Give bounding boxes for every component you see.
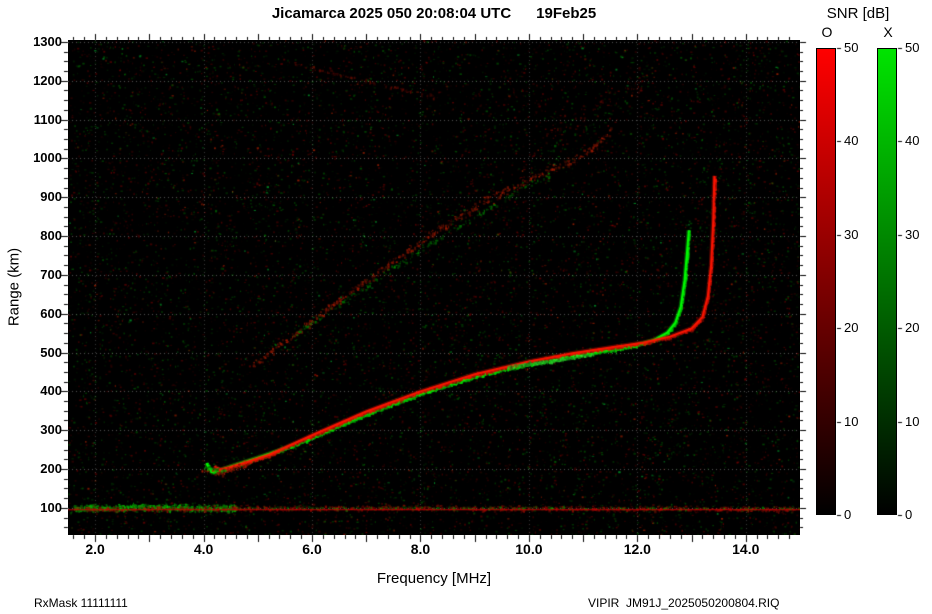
- colorbar-tick-label: 20: [905, 320, 920, 336]
- y-tick-label: 1300: [33, 33, 62, 49]
- x-tick-label: 12.0: [623, 541, 651, 557]
- y-tick-label: 1100: [33, 111, 62, 127]
- x-tick-label: 2.0: [85, 541, 105, 557]
- y-tick-label: 500: [40, 344, 62, 360]
- colorbar-tick-label: 30: [844, 226, 859, 242]
- colorbar-tick-label: 40: [844, 133, 859, 149]
- colorbar-mode-label: O: [821, 24, 833, 40]
- y-tick-label: 700: [40, 266, 62, 282]
- plot-title: Jicamarca 2025 050 20:08:04 UTC 19Feb25: [271, 5, 597, 22]
- y-tick-label: 100: [40, 499, 62, 515]
- y-tick-label: 600: [40, 305, 62, 321]
- colorbar-tick-label: 0: [905, 507, 913, 522]
- y-tick-label: 300: [40, 422, 62, 438]
- colorbar-tick-label: 10: [844, 413, 859, 429]
- ionogram-canvas: [68, 40, 800, 535]
- colorbar-mode-label: X: [883, 24, 893, 40]
- filename-text: VIPIR JM91J_2025050200804.RIQ: [588, 596, 780, 610]
- colorbar-tick-label: 40: [905, 133, 920, 149]
- colorbar-tick-label: 50: [905, 40, 920, 55]
- y-tick-label: 900: [40, 189, 62, 205]
- x-axis-label: Frequency [MHz]: [376, 570, 492, 587]
- colorbar-tick-label: 20: [844, 320, 859, 336]
- y-tick-label: 200: [40, 461, 62, 476]
- colorbar-tick-label: 0: [844, 507, 852, 522]
- x-tick-label: 8.0: [410, 541, 431, 557]
- rxmask-text: RxMask 11111111: [34, 596, 128, 610]
- colorbar-tick-label: 30: [905, 226, 920, 242]
- colorbar-tick-label: 10: [905, 413, 920, 429]
- colorbar-gradient-x: [877, 48, 897, 515]
- y-tick-label: 1200: [33, 72, 62, 88]
- plot-area: [68, 40, 800, 535]
- colorbar-title: SNR [dB]: [826, 5, 890, 22]
- colorbar-gradient-o: [816, 48, 836, 515]
- x-tick-label: 14.0: [732, 541, 760, 557]
- x-tick-label: 10.0: [515, 541, 543, 557]
- y-tick-label: 800: [40, 228, 62, 244]
- colorbar-tick-label: 50: [844, 40, 859, 55]
- y-tick-label: 400: [40, 383, 62, 399]
- y-tick-label: 1000: [33, 150, 62, 166]
- x-tick-label: 6.0: [302, 541, 322, 557]
- x-tick-label: 4.0: [193, 541, 214, 557]
